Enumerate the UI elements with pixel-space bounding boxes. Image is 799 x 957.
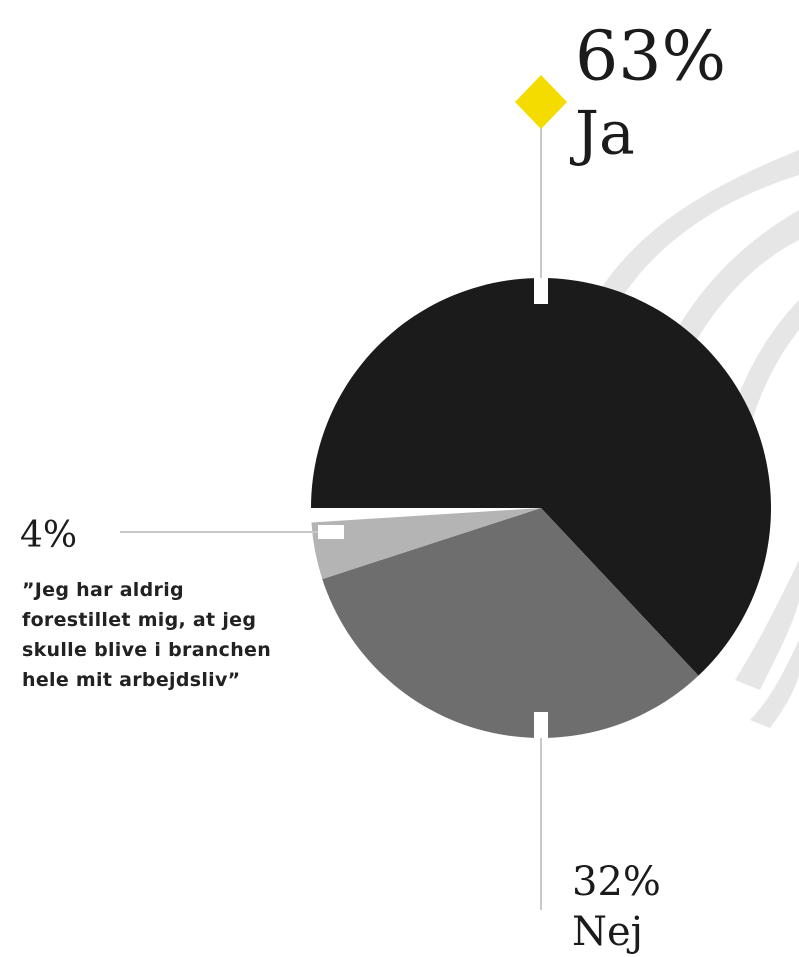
highlight-diamond [515,75,567,129]
value-label: 4% [20,515,77,556]
pie-slice [322,508,699,738]
pie-slice [311,508,541,580]
notch [534,712,548,738]
notch [318,525,344,539]
pie-slice [311,278,771,676]
category-label: Ja [569,99,635,169]
category-label: Nej [572,909,643,955]
quote-annotation: ”Jeg har aldrig forestillet mig, at jeg … [22,579,272,691]
value-label: 32% [572,859,661,905]
value-label: 63% [575,18,726,97]
notch [534,278,548,304]
